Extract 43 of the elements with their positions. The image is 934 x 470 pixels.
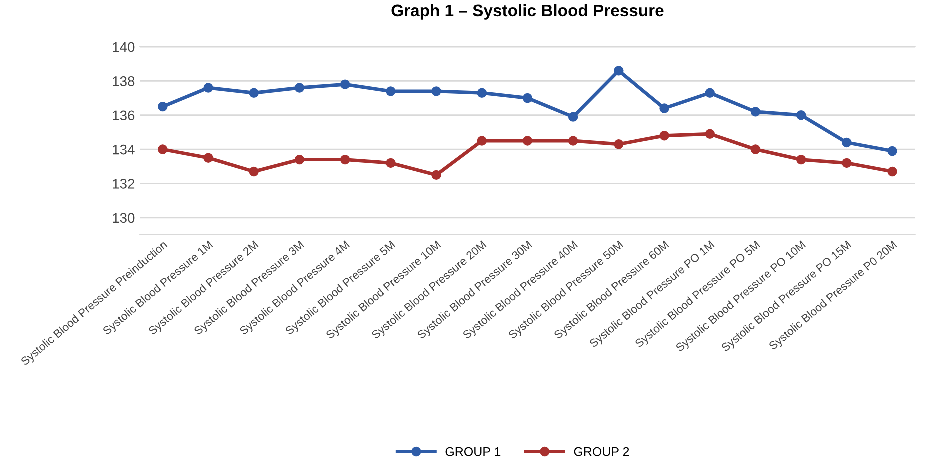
y-tick-label: 136: [113, 110, 135, 121]
point: [294, 83, 305, 93]
point: [705, 129, 715, 140]
point: [477, 88, 487, 98]
chart-title: Graph 1 – Systolic Blood Pressure: [392, 4, 664, 20]
point: [386, 86, 396, 96]
point: [204, 153, 214, 163]
legend-label: GROUP 1: [446, 447, 501, 456]
point: [660, 131, 670, 141]
point: [158, 144, 168, 154]
point: [432, 86, 442, 96]
point: [204, 83, 214, 93]
point: [294, 154, 305, 165]
point: [340, 154, 350, 165]
y-tick-label: 130: [113, 213, 135, 224]
point: [340, 80, 350, 90]
point: [796, 154, 806, 165]
point: [750, 144, 761, 154]
point: [660, 104, 670, 114]
point: [796, 110, 806, 120]
point: [568, 112, 578, 122]
point: [477, 136, 487, 146]
point: [522, 93, 533, 104]
point: [705, 88, 715, 98]
point: [158, 102, 168, 112]
point: [888, 166, 898, 177]
y-tick-label: 140: [113, 42, 135, 52]
point: [386, 158, 396, 168]
y-tick-label: 132: [113, 179, 135, 189]
point: [750, 107, 761, 117]
point: [568, 136, 578, 146]
point: [249, 166, 259, 177]
point: [432, 170, 442, 180]
point: [249, 88, 259, 98]
point: [888, 146, 898, 156]
point: [522, 136, 533, 146]
point: [842, 138, 852, 148]
y-tick-label: 138: [113, 76, 135, 86]
y-tick-label: 134: [113, 144, 135, 155]
point: [842, 158, 852, 168]
point: [614, 140, 624, 150]
legend-label: GROUP 2: [574, 447, 630, 456]
point: [614, 66, 624, 76]
